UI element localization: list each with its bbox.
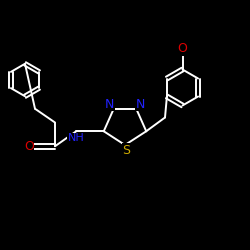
- Text: N: N: [136, 98, 145, 111]
- Text: O: O: [24, 140, 34, 153]
- Text: N: N: [104, 98, 114, 111]
- Text: S: S: [122, 144, 130, 157]
- Text: O: O: [178, 42, 188, 55]
- Text: NH: NH: [68, 133, 84, 143]
